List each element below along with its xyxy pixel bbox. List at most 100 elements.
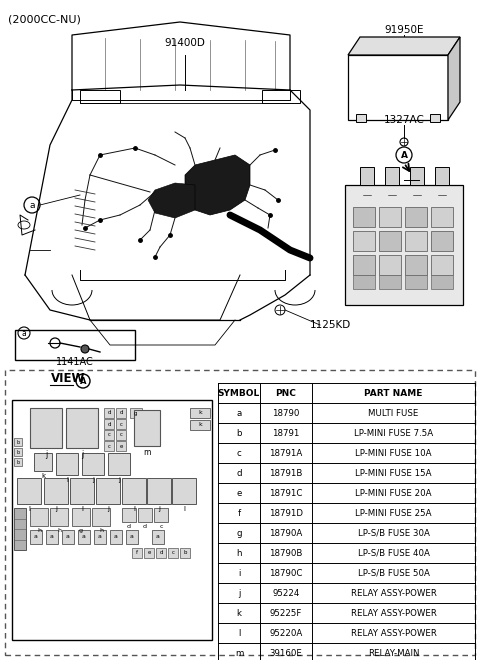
Bar <box>56 453 78 475</box>
Text: MULTI FUSE: MULTI FUSE <box>368 409 419 418</box>
Text: l: l <box>28 506 30 512</box>
Text: h: h <box>236 548 242 558</box>
Bar <box>379 207 401 227</box>
Bar <box>431 275 453 289</box>
Bar <box>94 530 106 544</box>
Bar <box>30 530 42 544</box>
Text: g: g <box>79 528 83 533</box>
Text: 18791D: 18791D <box>269 508 303 517</box>
Polygon shape <box>185 155 250 215</box>
Text: 39160E: 39160E <box>270 649 302 657</box>
Text: a: a <box>114 535 118 539</box>
Text: i: i <box>238 568 240 578</box>
Bar <box>138 508 152 522</box>
Bar <box>70 478 94 504</box>
Text: h: h <box>99 528 103 533</box>
Text: k: k <box>198 422 202 428</box>
Bar <box>379 231 401 251</box>
Bar <box>30 408 62 448</box>
Text: j: j <box>107 506 109 512</box>
Bar <box>96 478 120 504</box>
Bar <box>14 438 22 446</box>
Text: LP-MINI FUSE 20A: LP-MINI FUSE 20A <box>355 488 432 498</box>
Text: LP-MINI FUSE 15A: LP-MINI FUSE 15A <box>355 469 432 477</box>
Text: j: j <box>81 450 83 459</box>
Text: b: b <box>183 550 187 556</box>
Text: l: l <box>81 506 83 512</box>
Text: l: l <box>183 506 185 512</box>
Text: LP-MINI FUSE 7.5A: LP-MINI FUSE 7.5A <box>354 428 433 438</box>
Text: b: b <box>236 428 242 438</box>
Text: c: c <box>120 432 122 438</box>
Text: PNC: PNC <box>276 389 297 397</box>
Text: c: c <box>171 550 175 556</box>
Text: g: g <box>236 529 242 537</box>
Bar <box>80 90 120 103</box>
Text: SYMBOL: SYMBOL <box>218 389 260 397</box>
Text: d: d <box>159 550 163 556</box>
Text: 18790B: 18790B <box>269 548 303 558</box>
Text: RELAY ASSY-POWER: RELAY ASSY-POWER <box>350 589 436 597</box>
Bar <box>122 508 136 522</box>
Text: a: a <box>22 329 26 337</box>
Bar <box>14 448 22 456</box>
Text: a: a <box>50 535 54 539</box>
Text: VIEW: VIEW <box>51 372 85 385</box>
Bar <box>122 478 146 504</box>
Text: j: j <box>45 450 47 459</box>
Ellipse shape <box>18 221 30 229</box>
Text: LP-S/B FUSE 40A: LP-S/B FUSE 40A <box>358 548 430 558</box>
Bar <box>172 478 196 504</box>
Bar <box>385 167 399 185</box>
Text: c: c <box>120 422 122 426</box>
Text: c: c <box>108 444 110 449</box>
Text: 95220A: 95220A <box>269 628 302 638</box>
Text: a: a <box>34 535 38 539</box>
Bar <box>168 548 178 558</box>
Bar <box>144 548 154 558</box>
Bar <box>435 167 449 185</box>
Text: RELAY-MAIN: RELAY-MAIN <box>368 649 419 657</box>
Bar <box>356 114 366 122</box>
Text: l: l <box>66 477 68 483</box>
Bar <box>12 400 212 640</box>
Bar <box>104 419 114 429</box>
Text: e: e <box>147 550 151 556</box>
Bar <box>147 478 171 504</box>
Text: j: j <box>92 477 94 483</box>
Bar <box>430 114 440 122</box>
Text: c: c <box>237 449 241 457</box>
Text: 18790C: 18790C <box>269 568 303 578</box>
Bar <box>190 420 210 430</box>
Text: LP-S/B FUSE 30A: LP-S/B FUSE 30A <box>358 529 430 537</box>
Bar <box>379 275 401 289</box>
Bar <box>154 508 168 522</box>
Polygon shape <box>148 183 195 218</box>
Bar <box>134 410 160 446</box>
Text: m: m <box>235 649 243 657</box>
Bar <box>92 508 110 526</box>
Bar <box>17 478 41 504</box>
Text: e: e <box>120 444 123 449</box>
Bar <box>345 185 463 305</box>
Text: l: l <box>238 628 240 638</box>
Text: 1125KD: 1125KD <box>310 320 351 330</box>
Text: LP-MINI FUSE 10A: LP-MINI FUSE 10A <box>355 449 432 457</box>
Bar <box>72 508 90 526</box>
Text: a: a <box>66 535 70 539</box>
Bar <box>5 370 475 655</box>
Text: d: d <box>119 411 123 416</box>
Bar <box>405 275 427 289</box>
Bar <box>104 430 114 440</box>
Bar <box>44 478 68 504</box>
Bar <box>180 548 190 558</box>
Text: m: m <box>144 448 151 457</box>
Text: 95224: 95224 <box>272 589 300 597</box>
Bar <box>360 167 374 185</box>
Text: j: j <box>238 589 240 597</box>
Text: d: d <box>107 411 111 416</box>
Text: j: j <box>55 506 57 512</box>
Bar <box>431 231 453 251</box>
Bar <box>14 508 26 550</box>
Text: RELAY ASSY-POWER: RELAY ASSY-POWER <box>350 609 436 618</box>
